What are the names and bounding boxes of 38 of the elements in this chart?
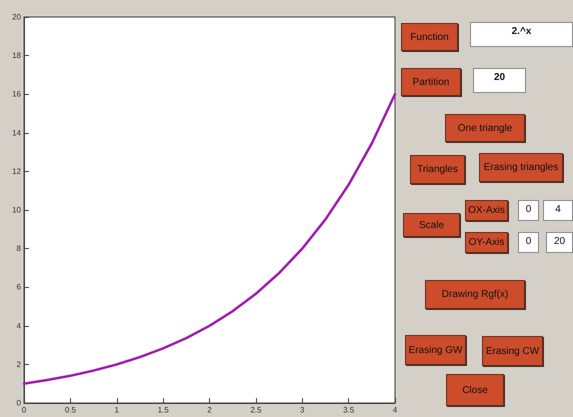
y-tick-label: 0 [16, 398, 22, 408]
button: Partition [401, 68, 461, 96]
x-tick-label: 3 [300, 406, 306, 414]
button: Function [401, 23, 458, 51]
text-field: 0 [518, 232, 539, 253]
y-tick-label: 6 [16, 282, 22, 292]
y-tick-label: 10 [12, 206, 22, 214]
x-tick-label: 0.5 [64, 406, 76, 414]
x-tick-label: 1.5 [158, 406, 170, 414]
button: Close [446, 374, 504, 406]
y-tick-label: 12 [12, 166, 22, 176]
button: Erasing triangles [479, 153, 563, 182]
x-tick-label: 4 [392, 406, 398, 414]
text-field: 20 [473, 68, 526, 93]
line-series [22, 92, 396, 385]
x-tick-label: 2 [207, 406, 212, 414]
text-field: 4 [543, 200, 573, 221]
y-tick-label: 18 [12, 51, 22, 60]
x-tick-label: 3.5 [343, 406, 355, 414]
button: One triangle [445, 114, 525, 142]
text-field: 2.^x [470, 22, 573, 47]
y-tick-label: 16 [12, 90, 22, 99]
text-field: 0 [518, 200, 539, 221]
button: Erasing CW [482, 336, 543, 366]
button: Erasing GW [405, 335, 466, 365]
y-tick-label: 8 [16, 244, 22, 254]
y-tick-label: 20 [12, 12, 22, 22]
y-tick-label: 2 [16, 360, 22, 369]
y-tick-label: 14 [12, 128, 22, 138]
button: Drawing Rgf(x) [425, 280, 525, 309]
x-tick-label: 2.5 [250, 406, 262, 414]
button: OY-Axis [465, 232, 508, 253]
button: Scale [403, 213, 460, 237]
text-field: 20 [546, 232, 573, 253]
button: Triangles [410, 155, 465, 184]
x-tick-label: 1 [114, 406, 120, 414]
y-tick-label: 4 [16, 321, 22, 330]
button: OX-Axis [465, 200, 508, 221]
